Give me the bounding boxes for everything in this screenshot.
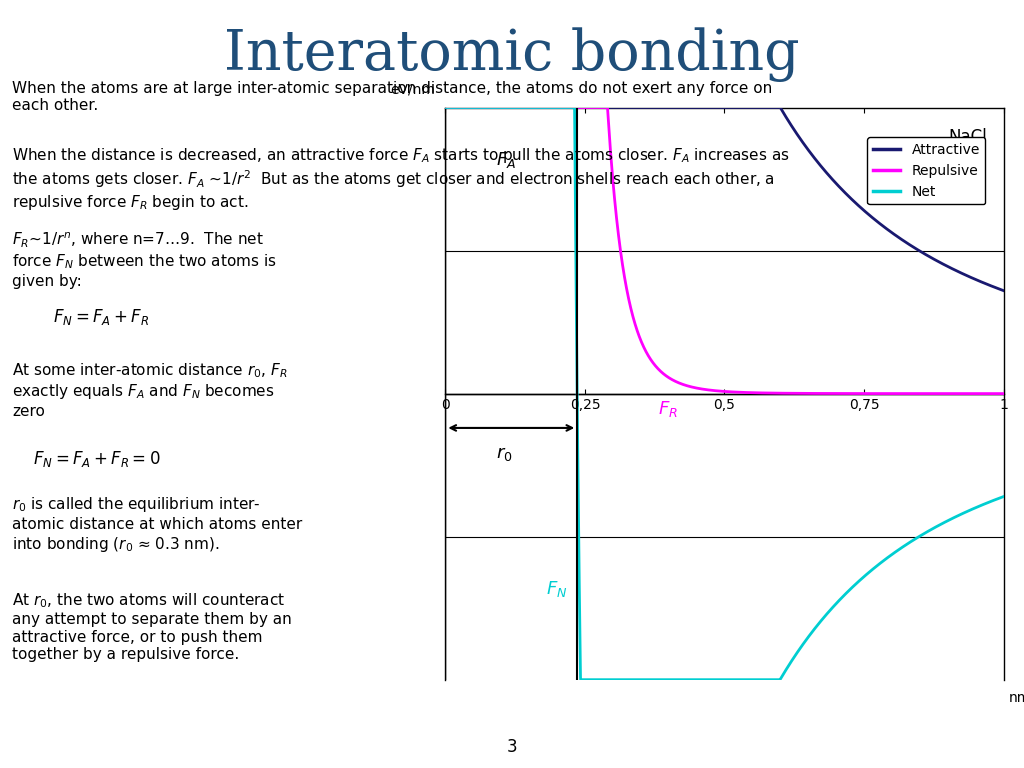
Net (803, 632, 815, 641)
Line: Repulsive: Repulsive (446, 108, 1004, 393)
Text: eV/nm: eV/nm (390, 82, 435, 96)
Text: $F_N = F_A + F_R = 0$: $F_N = F_A + F_R = 0$ (33, 449, 161, 469)
Repulsive (653, 365, 666, 374)
Text: At $r_0$, the two atoms will counteract
any attempt to separate them by an
attra: At $r_0$, the two atoms will counteract … (12, 591, 292, 662)
Attractive (803, 146, 815, 155)
Attractive (440, 103, 453, 112)
Text: NaCl: NaCl (948, 127, 987, 146)
Attractive (898, 237, 910, 246)
Repulsive (440, 103, 453, 112)
Net (856, 574, 868, 583)
Text: When the atoms are at large inter-atomic separation distance, the atoms do not e: When the atoms are at large inter-atomic… (12, 81, 772, 113)
Repulsive (997, 389, 1010, 398)
Repulsive (774, 389, 786, 398)
Text: At some inter-atomic distance $r_0$, $F_R$
exactly equals $F_A$ and $F_N$ become: At some inter-atomic distance $r_0$, $F_… (12, 361, 288, 419)
Text: $r_0$ is called the equilibrium inter-
atomic distance at which atoms enter
into: $r_0$ is called the equilibrium inter- a… (12, 495, 302, 554)
Attractive (856, 204, 868, 214)
Text: $F_A$: $F_A$ (496, 150, 516, 170)
Repulsive (803, 389, 815, 398)
Net (997, 492, 1010, 502)
Text: $F_N$: $F_N$ (546, 579, 567, 599)
Legend: Attractive, Repulsive, Net: Attractive, Repulsive, Net (867, 137, 985, 204)
Net (541, 103, 553, 112)
Repulsive (541, 103, 553, 112)
Net (898, 541, 910, 551)
Attractive (541, 103, 553, 112)
Repulsive (856, 389, 868, 398)
Text: 3: 3 (507, 739, 517, 756)
Text: $F_N = F_A + F_R$: $F_N = F_A + F_R$ (53, 307, 150, 327)
Text: $F_R$: $F_R$ (657, 399, 678, 419)
Net (774, 674, 786, 684)
Repulsive (898, 389, 910, 398)
Net (440, 103, 453, 112)
Text: nm: nm (1009, 691, 1024, 705)
Line: Net: Net (446, 108, 1004, 680)
Attractive (997, 286, 1010, 295)
Net (653, 675, 666, 684)
Text: When the distance is decreased, an attractive force $F_A$ starts to pull the ato: When the distance is decreased, an attra… (12, 146, 790, 212)
Line: Attractive: Attractive (446, 108, 1004, 290)
Attractive (774, 103, 786, 112)
Text: $F_R$~1/$r^n$, where n=7…9.  The net
force $F_N$ between the two atoms is
given : $F_R$~1/$r^n$, where n=7…9. The net forc… (12, 230, 276, 289)
Attractive (653, 103, 666, 112)
Text: Interatomic bonding: Interatomic bonding (224, 27, 800, 81)
Net (574, 675, 587, 684)
Text: $r_0$: $r_0$ (497, 445, 513, 463)
